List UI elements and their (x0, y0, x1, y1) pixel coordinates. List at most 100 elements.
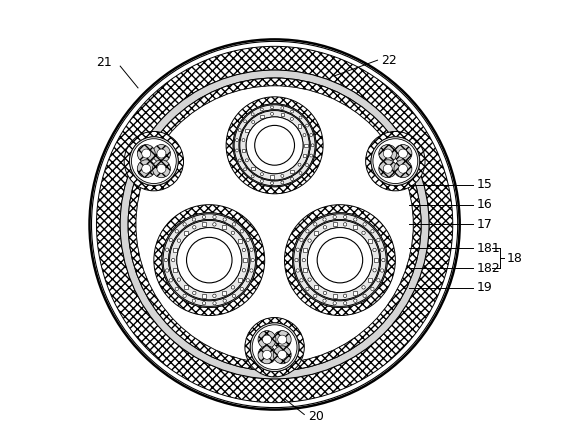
Circle shape (371, 137, 420, 186)
Circle shape (333, 302, 336, 305)
Circle shape (142, 149, 151, 158)
Circle shape (250, 323, 299, 372)
Circle shape (296, 248, 299, 251)
Text: 17: 17 (476, 218, 492, 231)
Circle shape (373, 248, 376, 251)
Circle shape (281, 174, 284, 178)
Circle shape (382, 259, 385, 262)
Bar (222, 225, 226, 229)
Circle shape (292, 213, 387, 307)
Circle shape (310, 134, 312, 137)
Text: 16: 16 (476, 198, 492, 211)
Circle shape (177, 227, 242, 293)
Circle shape (232, 222, 236, 226)
Circle shape (371, 287, 374, 291)
Circle shape (250, 323, 299, 372)
Bar (303, 268, 307, 272)
Circle shape (170, 220, 249, 300)
Circle shape (379, 160, 397, 178)
Circle shape (213, 222, 216, 226)
Bar (251, 167, 255, 170)
Circle shape (323, 291, 327, 295)
Circle shape (213, 294, 216, 298)
Circle shape (251, 259, 254, 262)
Circle shape (278, 350, 287, 359)
Circle shape (343, 294, 347, 298)
Circle shape (261, 180, 263, 182)
Circle shape (262, 335, 271, 344)
Circle shape (295, 259, 298, 262)
Circle shape (232, 294, 236, 298)
Circle shape (270, 182, 274, 185)
Circle shape (354, 218, 357, 221)
Circle shape (250, 269, 253, 272)
Circle shape (299, 219, 381, 301)
Circle shape (299, 116, 302, 119)
Circle shape (310, 154, 312, 157)
Circle shape (300, 220, 380, 300)
Circle shape (323, 218, 326, 221)
Circle shape (246, 238, 249, 242)
Text: 181: 181 (476, 242, 500, 255)
Circle shape (381, 248, 384, 251)
Circle shape (246, 117, 303, 174)
Circle shape (314, 294, 317, 298)
Circle shape (333, 215, 336, 218)
Circle shape (170, 220, 249, 300)
Circle shape (157, 164, 166, 173)
Circle shape (398, 164, 407, 173)
Circle shape (166, 248, 169, 251)
Circle shape (308, 239, 311, 243)
Circle shape (371, 230, 374, 233)
Circle shape (244, 120, 246, 123)
Circle shape (323, 299, 326, 303)
Circle shape (226, 97, 323, 194)
Bar (353, 225, 357, 229)
Circle shape (251, 113, 254, 116)
Circle shape (343, 222, 347, 226)
Circle shape (152, 160, 171, 178)
Bar (333, 294, 337, 298)
Circle shape (137, 145, 155, 162)
Circle shape (152, 145, 171, 162)
Circle shape (240, 287, 244, 291)
Bar (368, 239, 372, 243)
Circle shape (262, 350, 271, 359)
Circle shape (306, 230, 309, 233)
Circle shape (302, 259, 306, 262)
Bar (353, 291, 357, 295)
Circle shape (187, 237, 232, 283)
Circle shape (362, 286, 365, 289)
Circle shape (168, 219, 250, 301)
Circle shape (223, 299, 226, 303)
Circle shape (203, 302, 206, 305)
Circle shape (89, 40, 460, 409)
Circle shape (171, 259, 175, 262)
Bar (244, 258, 248, 262)
Circle shape (307, 227, 373, 293)
Circle shape (261, 108, 263, 111)
Circle shape (242, 269, 246, 272)
Circle shape (258, 346, 276, 364)
Circle shape (379, 145, 397, 162)
Circle shape (175, 230, 179, 233)
Circle shape (284, 205, 395, 316)
Circle shape (245, 318, 304, 377)
Bar (238, 239, 242, 243)
Bar (303, 154, 306, 157)
Bar (172, 248, 176, 252)
Circle shape (317, 237, 362, 283)
Bar (314, 285, 318, 289)
Circle shape (137, 160, 155, 178)
Circle shape (251, 121, 255, 124)
Circle shape (344, 302, 347, 305)
Circle shape (244, 168, 246, 171)
Circle shape (183, 222, 186, 226)
Circle shape (213, 302, 216, 305)
Circle shape (192, 218, 196, 221)
Circle shape (261, 173, 263, 176)
Circle shape (236, 149, 238, 152)
Circle shape (311, 144, 314, 147)
Circle shape (300, 220, 380, 300)
Circle shape (296, 269, 299, 272)
